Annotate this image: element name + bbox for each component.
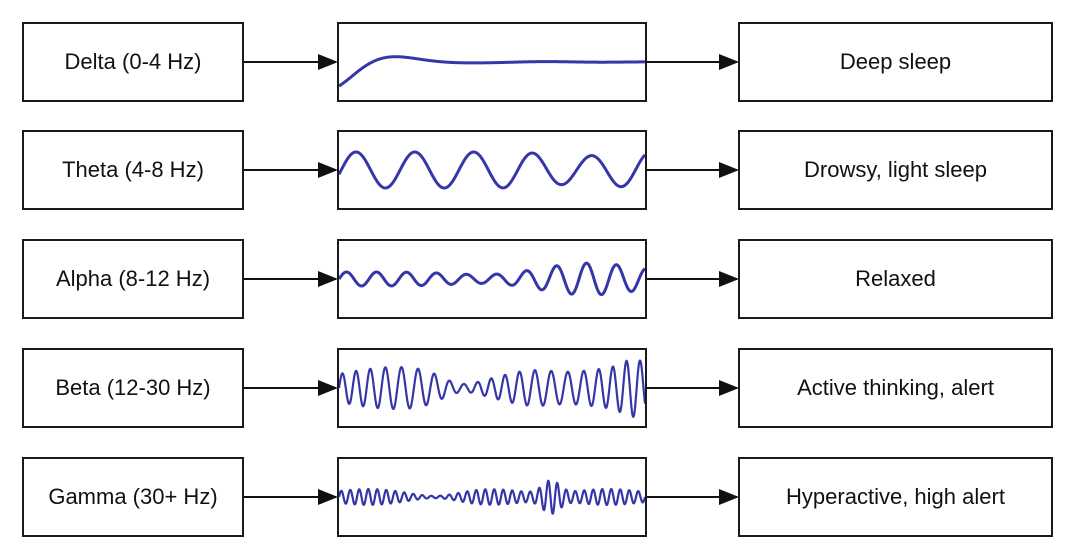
- waveform-box-gamma: [337, 457, 647, 537]
- state-label-gamma: Hyperactive, high alert: [786, 484, 1005, 509]
- state-box-theta: Drowsy, light sleep: [738, 130, 1053, 210]
- waveform-box-delta: [337, 22, 647, 102]
- waveform-alpha: [339, 261, 645, 297]
- band-label-beta: Beta (12-30 Hz): [55, 375, 211, 400]
- waveform-gamma: [339, 479, 645, 515]
- waveform-theta: [339, 150, 645, 190]
- waveform-box-alpha: [337, 239, 647, 319]
- band-label-theta: Theta (4-8 Hz): [62, 157, 204, 182]
- state-label-alpha: Relaxed: [855, 266, 936, 291]
- state-label-theta: Drowsy, light sleep: [804, 157, 987, 182]
- state-box-beta: Active thinking, alert: [738, 348, 1053, 428]
- band-box-delta: Delta (0-4 Hz): [22, 22, 244, 102]
- band-box-gamma: Gamma (30+ Hz): [22, 457, 244, 537]
- state-label-beta: Active thinking, alert: [797, 375, 994, 400]
- band-box-alpha: Alpha (8-12 Hz): [22, 239, 244, 319]
- waveform-delta: [339, 55, 645, 88]
- band-box-beta: Beta (12-30 Hz): [22, 348, 244, 428]
- band-box-theta: Theta (4-8 Hz): [22, 130, 244, 210]
- waveform-beta: [339, 359, 645, 418]
- waveform-box-theta: [337, 130, 647, 210]
- waveform-trace: [339, 150, 645, 190]
- band-label-alpha: Alpha (8-12 Hz): [55, 266, 211, 291]
- waveform-trace: [339, 261, 645, 297]
- waveform-trace: [339, 479, 645, 515]
- band-label-delta: Delta (0-4 Hz): [64, 49, 202, 74]
- state-box-alpha: Relaxed: [738, 239, 1053, 319]
- waveform-box-beta: [337, 348, 647, 428]
- waveform-trace: [339, 359, 645, 418]
- state-box-delta: Deep sleep: [738, 22, 1053, 102]
- band-label-gamma: Gamma (30+ Hz): [48, 484, 218, 509]
- waveform-trace: [339, 55, 645, 88]
- state-label-delta: Deep sleep: [839, 49, 952, 74]
- state-box-gamma: Hyperactive, high alert: [738, 457, 1053, 537]
